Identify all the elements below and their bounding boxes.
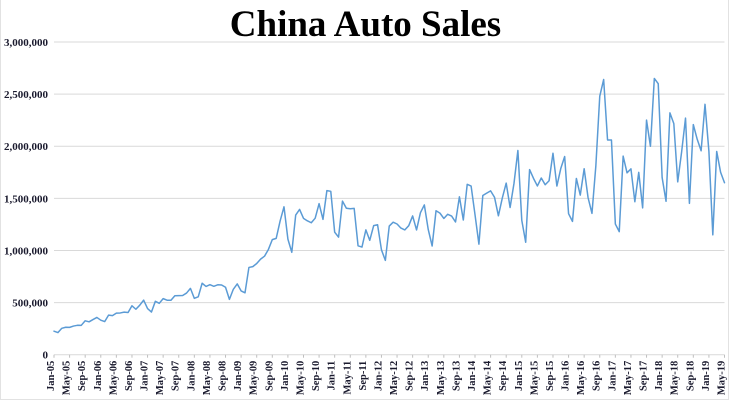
- svg-text:May-19: May-19: [717, 361, 728, 395]
- svg-text:Sep-06: Sep-06: [124, 361, 135, 391]
- svg-text:May-18: May-18: [670, 361, 681, 395]
- svg-text:Jan-14: Jan-14: [467, 360, 478, 391]
- svg-text:May-17: May-17: [623, 361, 634, 395]
- svg-text:Sep-11: Sep-11: [358, 361, 369, 391]
- svg-text:Jan-08: Jan-08: [186, 361, 197, 391]
- svg-text:Sep-12: Sep-12: [405, 361, 416, 391]
- svg-text:Jan-06: Jan-06: [93, 361, 104, 391]
- svg-text:Sep-07: Sep-07: [171, 361, 182, 391]
- svg-text:Jan-19: Jan-19: [701, 361, 712, 391]
- svg-text:Sep-13: Sep-13: [451, 361, 462, 391]
- svg-text:Jan-09: Jan-09: [233, 361, 244, 391]
- svg-text:Sep-10: Sep-10: [311, 361, 322, 391]
- svg-text:Jan-15: Jan-15: [514, 361, 525, 391]
- svg-text:Sep-17: Sep-17: [639, 361, 650, 391]
- svg-text:Sep-16: Sep-16: [592, 361, 603, 391]
- svg-text:Jan-10: Jan-10: [280, 361, 291, 391]
- svg-text:1,000,000: 1,000,000: [4, 245, 49, 257]
- svg-text:Sep-15: Sep-15: [545, 361, 556, 391]
- svg-text:Jan-18: Jan-18: [654, 361, 665, 391]
- svg-text:Sep-09: Sep-09: [264, 361, 275, 391]
- svg-text:Jan-12: Jan-12: [373, 361, 384, 391]
- svg-text:0: 0: [43, 350, 49, 362]
- svg-text:May-16: May-16: [576, 361, 587, 395]
- svg-text:May-11: May-11: [342, 361, 353, 395]
- svg-text:May-06: May-06: [108, 361, 119, 395]
- svg-text:May-10: May-10: [295, 361, 306, 395]
- svg-text:Sep-18: Sep-18: [685, 361, 696, 391]
- svg-text:Jan-11: Jan-11: [327, 361, 338, 391]
- svg-text:Jan-17: Jan-17: [607, 361, 618, 391]
- svg-text:2,000,000: 2,000,000: [4, 141, 49, 153]
- svg-text:Jan-07: Jan-07: [140, 361, 151, 391]
- svg-text:2,500,000: 2,500,000: [4, 89, 49, 101]
- svg-text:Jan-05: Jan-05: [46, 361, 57, 391]
- svg-text:May-09: May-09: [249, 361, 260, 395]
- svg-text:Jan-13: Jan-13: [420, 361, 431, 391]
- svg-text:May-05: May-05: [62, 361, 73, 395]
- svg-text:May-08: May-08: [202, 361, 213, 395]
- svg-text:Jan-16: Jan-16: [561, 361, 572, 391]
- svg-text:1,500,000: 1,500,000: [4, 193, 49, 205]
- svg-text:May-15: May-15: [529, 361, 540, 395]
- svg-text:Sep-08: Sep-08: [218, 361, 229, 391]
- svg-text:May-12: May-12: [389, 361, 400, 395]
- svg-text:Sep-14: Sep-14: [498, 360, 509, 391]
- svg-text:May-13: May-13: [436, 361, 447, 395]
- svg-text:Sep-05: Sep-05: [77, 361, 88, 391]
- svg-text:May-14: May-14: [483, 360, 494, 395]
- svg-text:500,000: 500,000: [12, 298, 48, 310]
- svg-text:May-07: May-07: [155, 361, 166, 395]
